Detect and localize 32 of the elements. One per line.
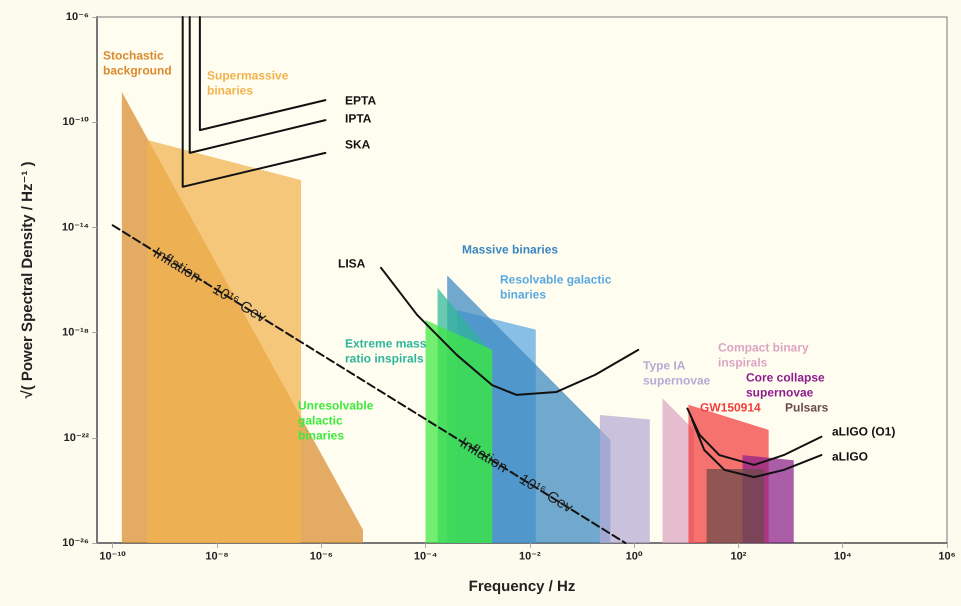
y-tick-label: 10⁻¹⁰ <box>62 116 90 128</box>
series-label: Massive binaries <box>462 242 558 256</box>
y-tick-label: 10⁻²⁶ <box>62 537 89 549</box>
series-label: Resolvable galactic binaries <box>500 272 615 302</box>
y-tick-label: 10⁻¹⁴ <box>62 221 89 234</box>
x-tick-label: 10⁴ <box>834 550 852 562</box>
series-label: EPTA <box>345 94 376 108</box>
y-tick-label: 10⁻¹⁸ <box>62 326 89 339</box>
x-tick-label: 10⁻² <box>518 550 542 562</box>
x-tick-label: 10⁻¹⁰ <box>99 550 126 562</box>
series-label: aLIGO <box>832 450 868 464</box>
series-label: SKA <box>345 138 371 152</box>
y-tick-label: 10⁻²² <box>64 432 90 444</box>
series-label: GW150914 <box>700 400 762 414</box>
text: Type IA supernovae <box>643 358 711 388</box>
text: Compact binary inspirals <box>718 340 812 370</box>
series-label: IPTA <box>345 112 372 126</box>
series-label: Stochastic background <box>103 48 172 78</box>
series-label: aLIGO (O1) <box>832 424 896 438</box>
text: Supermassive binaries <box>207 68 292 98</box>
text: Pulsars <box>785 400 829 414</box>
y-axis-title: √( Power Spectral Density / Hz⁻¹ ) <box>19 161 36 399</box>
y-tick-label: 10⁻⁶ <box>66 11 89 23</box>
x-tick-label: 10⁰ <box>626 550 643 562</box>
x-tick-label: 10⁻⁶ <box>310 550 333 562</box>
x-tick-label: 10⁻⁸ <box>205 550 229 562</box>
series-label: LISA <box>338 256 366 270</box>
x-axis-title: Frequency / Hz <box>468 578 576 595</box>
text: Core collapse supernovae <box>746 370 828 400</box>
x-tick-label: 10² <box>730 550 747 562</box>
x-tick-label: 10⁶ <box>938 550 956 562</box>
x-tick-label: 10⁻⁴ <box>414 550 438 562</box>
